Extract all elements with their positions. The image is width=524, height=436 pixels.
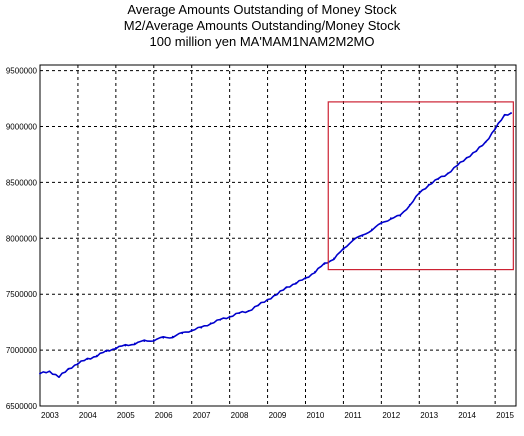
data-point: [352, 238, 354, 241]
data-point: [408, 203, 411, 206]
data-point: [114, 346, 117, 349]
data-point: [228, 315, 231, 318]
data-point: [295, 282, 297, 284]
data-point: [143, 340, 146, 343]
data-point: [510, 112, 512, 114]
x-tick-label: 2009: [269, 411, 287, 420]
x-tick-label: 2012: [382, 411, 400, 420]
x-tick-label: 2006: [155, 411, 173, 420]
data-point: [266, 298, 269, 301]
data-point: [314, 270, 316, 273]
data-point: [105, 350, 108, 353]
data-point: [418, 192, 421, 195]
data-point: [370, 228, 373, 231]
y-tick-label: 8000000: [6, 234, 38, 243]
data-point: [333, 257, 335, 260]
plot-frame: [39, 64, 517, 407]
x-tick-label: 2004: [79, 411, 97, 420]
data-point: [238, 312, 241, 315]
data-point: [219, 319, 222, 321]
data-point: [437, 178, 440, 180]
data-point: [77, 362, 79, 365]
data-point: [200, 326, 203, 329]
data-point: [285, 286, 288, 289]
data-point: [465, 156, 468, 159]
data-point: [247, 310, 250, 312]
data-point: [475, 150, 478, 152]
data-point: [446, 172, 449, 175]
data-point: [380, 222, 383, 225]
x-tick-label: 2011: [344, 411, 362, 420]
highlight-box: [327, 101, 514, 271]
series-layer: [39, 112, 512, 379]
grid-layer: [40, 65, 516, 406]
x-tick-label: 2008: [231, 411, 249, 420]
chart-subtitle: M2/Average Amounts Outstanding/Money Sto…: [123, 18, 401, 33]
x-tick-label: 2003: [41, 411, 59, 420]
y-tick-label: 6500000: [6, 402, 38, 411]
y-tick-label: 7000000: [6, 346, 38, 355]
series-line: [39, 112, 512, 379]
y-tick-label: 8500000: [6, 178, 38, 187]
y-axis-ticks: 6500000 7000000 7500000 8000000 8500000 90000…: [6, 67, 38, 411]
data-point: [484, 141, 487, 144]
data-point: [494, 127, 497, 130]
data-point: [181, 332, 184, 335]
data-point: [58, 376, 60, 378]
data-point: [209, 322, 212, 325]
data-point: [361, 235, 364, 237]
data-point: [190, 329, 193, 331]
x-tick-label: 2005: [117, 411, 135, 420]
data-point: [427, 183, 430, 186]
plot-area-border: [39, 64, 517, 407]
data-point: [133, 342, 136, 345]
chart-title: Average Amounts Outstanding of Money Sto…: [127, 2, 397, 17]
data-point: [48, 370, 51, 373]
data-point: [456, 164, 459, 167]
data-point: [342, 248, 345, 251]
x-axis-ticks: 2003 2004 2005 2006 2007 2008 2009 2010 2011 2012…: [41, 411, 514, 420]
data-point: [86, 358, 89, 360]
x-tick-label: 2013: [420, 411, 438, 420]
highlight-layer: [327, 101, 514, 271]
data-point: [304, 277, 307, 280]
y-tick-label: 9000000: [6, 122, 38, 131]
data-point: [171, 335, 174, 338]
y-tick-label: 9500000: [6, 67, 38, 76]
data-point: [323, 263, 326, 265]
x-tick-label: 2015: [496, 411, 514, 420]
data-point: [257, 304, 259, 307]
data-point: [162, 336, 165, 339]
data-point: [276, 293, 278, 296]
data-point: [152, 339, 155, 341]
data-point: [67, 368, 70, 371]
data-point: [39, 372, 41, 375]
chart-unit-note: 100 million yen MA'MAM1NAM2M2MO: [149, 34, 375, 49]
chart-title-block: Average Amounts Outstanding of Money Sto…: [0, 2, 524, 50]
data-point: [399, 215, 402, 217]
data-point: [124, 344, 127, 347]
data-point: [95, 354, 98, 357]
data-point: [503, 114, 506, 117]
x-tick-label: 2010: [306, 411, 324, 420]
y-tick-label: 7500000: [6, 290, 38, 299]
x-tick-label: 2007: [193, 411, 211, 420]
x-tick-label: 2014: [458, 411, 476, 420]
data-point: [389, 217, 392, 220]
